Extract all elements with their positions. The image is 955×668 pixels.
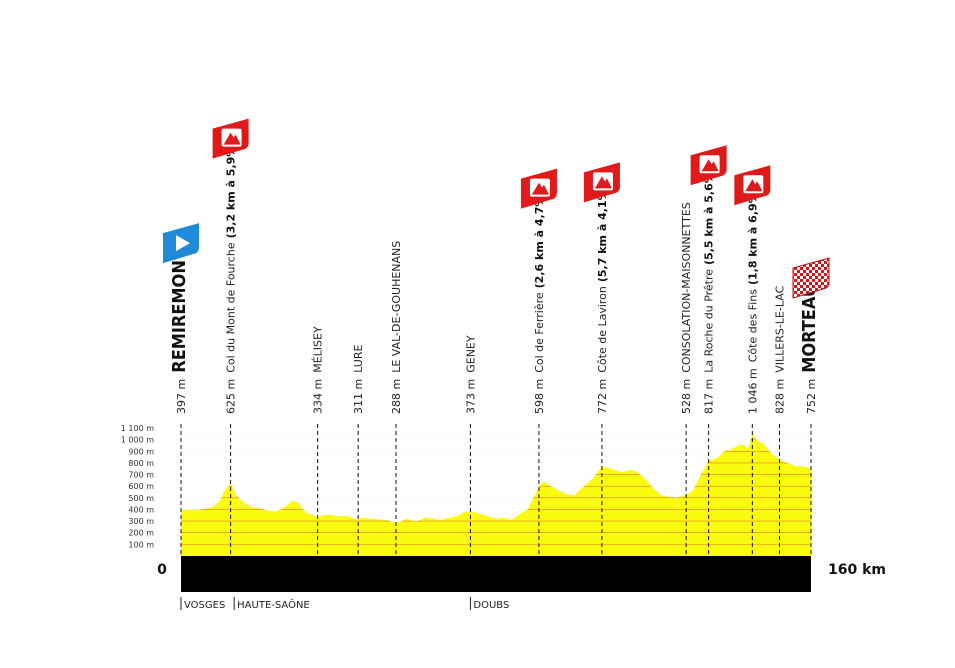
waypoint-label: 1 046 m Côte des Fins (1,8 km à 6,9%) (746, 187, 759, 414)
climb-flag (212, 118, 249, 159)
mountain-icon (531, 182, 549, 195)
waypoint-altitude: 752 m (805, 379, 818, 414)
waypoint-altitude: 334 m (312, 379, 325, 414)
y-tick-label: 600 m (128, 482, 154, 491)
waypoint-label: 625 m Col du Mont de Fourche (3,2 km à 5,9… (225, 141, 238, 414)
y-tick-label: 1 000 m (121, 436, 154, 445)
waypoint-altitude: 598 m (533, 379, 546, 414)
waypoint-name: Côte de Laviron (596, 286, 609, 373)
waypoint-altitude: 1 046 m (746, 368, 759, 414)
y-tick-label: 1 100 m (121, 424, 154, 433)
waypoint-name: Col de Ferrière (533, 292, 546, 373)
waypoint-0: 397 m REMIREMONT (163, 223, 199, 556)
climb-stats: (3,2 km à 5,9%) (225, 141, 238, 239)
waypoint-altitude: 772 m (596, 379, 609, 414)
waypoint-altitude: 625 m (225, 379, 238, 414)
waypoint-name: GENEY (464, 335, 477, 373)
waypoint-altitude: 817 m (703, 379, 716, 414)
waypoint-label: 373 m GENEY (464, 335, 477, 414)
waypoint-name: LURE (352, 345, 365, 373)
y-tick-label: 200 m (128, 529, 154, 538)
waypoint-name: Col du Mont de Fourche (225, 242, 238, 373)
climb-stats: (5,7 km à 4,1%) (596, 184, 609, 282)
play-icon (176, 235, 190, 252)
mountain-icon (223, 132, 241, 145)
waypoint-altitude: 828 m (774, 379, 787, 414)
waypoint-label: 817 m La Roche du Prêtre (5,5 km à 5,6%) (703, 167, 716, 414)
waypoint-name: Côte des Fins (746, 289, 759, 363)
km-base-bar (181, 556, 811, 592)
waypoint-altitude: 311 m (352, 379, 365, 414)
waypoint-label: 828 m VILLERS-LE-LAC (774, 285, 787, 414)
climb-flag (690, 145, 727, 186)
climb-flag (583, 162, 620, 203)
waypoint-label: 752 m MORTEAU (799, 284, 820, 414)
waypoint-name: CONSOLATION-MAISONNETTES (680, 202, 693, 373)
waypoint-label: 311 m LURE (352, 345, 365, 414)
waypoint-name: LE VAL-DE-GOUHENANS (390, 241, 403, 373)
waypoint-altitude: 288 m (390, 379, 403, 414)
waypoint-6: 598 mCol de Ferrière(2,6 km à 4,7%)90,9 (520, 168, 557, 578)
waypoint-name: MORTEAU (799, 284, 820, 373)
y-tick-label: 500 m (128, 494, 154, 503)
region-label: HAUTE-SAÔNE (237, 598, 310, 611)
climb-flag (734, 165, 771, 206)
climb-flag (520, 168, 557, 209)
waypoint-label: 528 m CONSOLATION-MAISONNETTES (680, 202, 693, 414)
climb-stats: (2,6 km à 4,7%) (533, 191, 546, 289)
region-label: DOUBS (473, 600, 509, 611)
profile-area (181, 434, 811, 556)
waypoint-label: 334 m MÉLISEY (312, 326, 325, 414)
mountain-icon (594, 176, 612, 189)
waypoint-altitude: 528 m (680, 379, 693, 414)
waypoint-name: MÉLISEY (312, 326, 325, 373)
y-tick-label: 400 m (128, 505, 154, 514)
waypoint-4: 288 mLE VAL-DE-GOUHENANS54,6 (380, 241, 412, 578)
waypoint-name: La Roche du Prêtre (703, 269, 716, 373)
waypoint-label: 288 m LE VAL-DE-GOUHENANS (390, 241, 403, 414)
climb-stats: (5,5 km à 5,6%) (703, 167, 716, 265)
waypoint-name: REMIREMONT (169, 249, 190, 373)
y-tick-label: 100 m (128, 540, 154, 549)
waypoint-altitude: 397 m (175, 379, 188, 414)
region-label: VOSGES (184, 600, 225, 611)
waypoint-1: 625 m Col du Mont de Fourche (3,2 km à 5,9… (212, 118, 249, 578)
y-tick-label: 900 m (128, 447, 154, 456)
y-tick-label: 700 m (128, 471, 154, 480)
finish-flag-shape (792, 257, 830, 299)
waypoint-altitude: 373 m (464, 379, 477, 414)
mountain-icon (701, 159, 719, 172)
mountain-icon (745, 179, 763, 192)
x-end-label: 160 km (828, 562, 886, 578)
waypoint-label: 598 m Col de Ferrière (2,6 km à 4,7%) (533, 191, 546, 414)
waypoint-12: 752 m MORTEAU (792, 257, 830, 556)
y-tick-label: 800 m (128, 459, 154, 468)
waypoint-label: 772 m Côte de Laviron (5,7 km à 4,1%) (596, 184, 609, 414)
start-flag (163, 223, 199, 264)
waypoint-10: 1 046 mCôte des Fins(1,8 km à 6,9%)145,1 (732, 165, 773, 578)
finish-flag (792, 257, 830, 299)
y-tick-label: 300 m (128, 517, 154, 526)
x-start-label: 0 (157, 562, 167, 578)
waypoint-name: VILLERS-LE-LAC (774, 285, 787, 372)
waypoint-label: 397 m REMIREMONT (169, 249, 190, 414)
climb-stats: (1,8 km à 6,9%) (746, 187, 759, 285)
